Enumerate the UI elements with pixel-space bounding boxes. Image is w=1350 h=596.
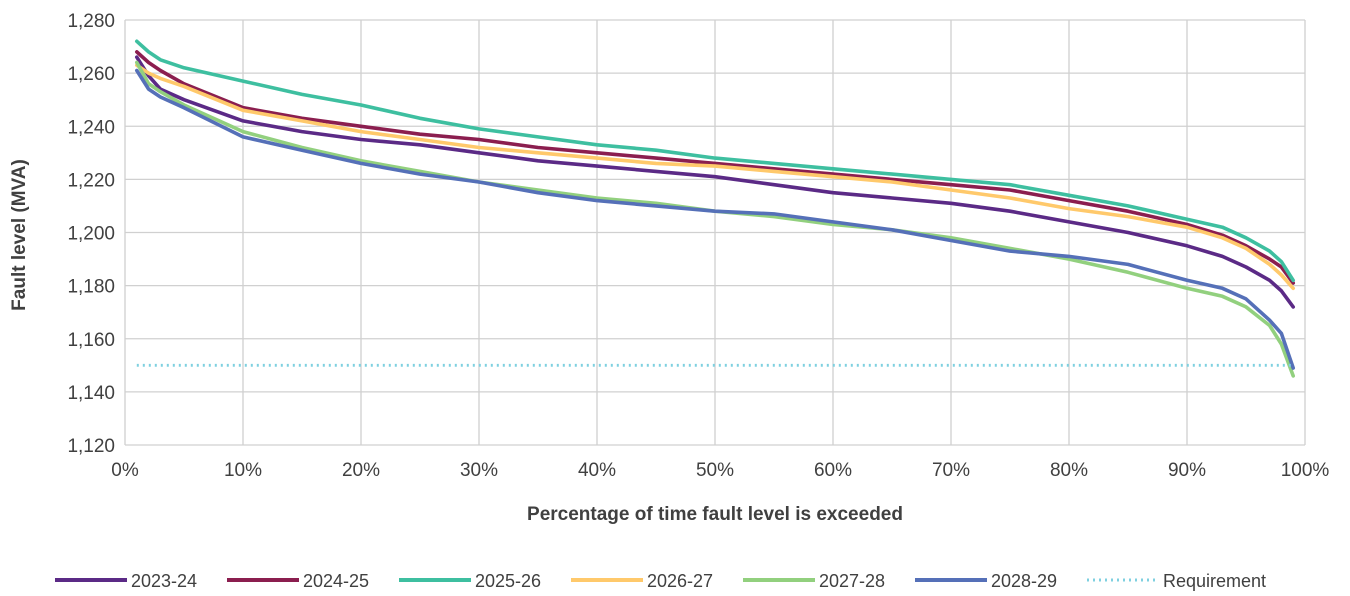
x-tick-label: 50% <box>696 460 734 481</box>
y-tick-label: 1,160 <box>67 330 115 351</box>
legend-label: Requirement <box>1163 571 1266 591</box>
x-tick-label: 60% <box>814 460 852 481</box>
legend: 2023-24 2024-25 2025-26 2026-27 2027-28 2028-… <box>55 571 1266 591</box>
legend-label: 2026-27 <box>647 571 713 591</box>
series-line-2028-29 <box>135 68 1295 370</box>
grid-lines <box>124 19 1306 446</box>
y-axis-ticks: 1,120 1,140 1,160 1,180 1,200 1,220 1,240 1,260… <box>67 11 115 457</box>
x-tick-label: 10% <box>224 460 262 481</box>
x-tick-label: 30% <box>460 460 498 481</box>
x-tick-label: 100% <box>1281 460 1330 481</box>
y-tick-label: 1,120 <box>67 436 115 457</box>
series-line-2023-24 <box>135 55 1295 309</box>
x-tick-label: 20% <box>342 460 380 481</box>
y-tick-label: 1,140 <box>67 383 115 404</box>
legend-label: 2025-26 <box>475 571 541 591</box>
legend-label: 2027-28 <box>819 571 885 591</box>
x-axis-ticks: 0% 10% 20% 30% 40% 50% 60% 70% 80% 90% 100% <box>111 460 1329 481</box>
x-tick-label: 80% <box>1050 460 1088 481</box>
y-tick-label: 1,280 <box>67 11 115 32</box>
series-lines <box>135 39 1295 378</box>
y-tick-label: 1,200 <box>67 224 115 245</box>
x-tick-label: 90% <box>1168 460 1206 481</box>
y-tick-label: 1,260 <box>67 64 115 85</box>
legend-label: 2024-25 <box>303 571 369 591</box>
x-axis-title: Percentage of time fault level is exceed… <box>527 504 903 525</box>
y-axis-title: Fault level (MVA) <box>9 159 30 311</box>
series-line-2025-26 <box>135 39 1295 283</box>
series-line-2024-25 <box>135 50 1295 285</box>
series-line-2026-27 <box>135 63 1295 291</box>
x-tick-label: 0% <box>111 460 139 481</box>
legend-label: 2028-29 <box>991 571 1057 591</box>
y-tick-label: 1,220 <box>67 170 115 191</box>
x-tick-label: 70% <box>932 460 970 481</box>
x-tick-label: 40% <box>578 460 616 481</box>
legend-label: 2023-24 <box>131 571 197 591</box>
y-tick-label: 1,240 <box>67 117 115 138</box>
y-tick-label: 1,180 <box>67 277 115 298</box>
